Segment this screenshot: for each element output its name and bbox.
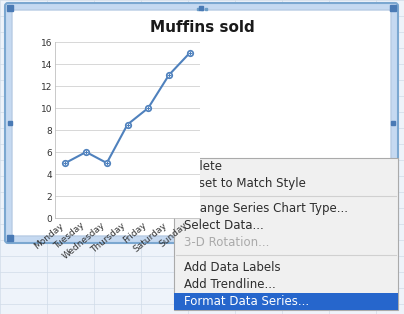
- Text: Add Data Labels: Add Data Labels: [184, 261, 281, 274]
- Bar: [174, 158, 398, 310]
- FancyBboxPatch shape: [12, 10, 391, 236]
- Text: Select Data...: Select Data...: [184, 219, 264, 232]
- Text: Add Trendline...: Add Trendline...: [184, 278, 276, 291]
- Text: 3-D Rotation...: 3-D Rotation...: [184, 236, 269, 249]
- Text: Change Series Chart Type...: Change Series Chart Type...: [184, 202, 348, 215]
- Bar: [174, 293, 398, 310]
- Text: Format Data Series...: Format Data Series...: [184, 295, 309, 308]
- Text: Reset to Match Style: Reset to Match Style: [184, 177, 306, 190]
- Text: Delete: Delete: [184, 160, 223, 173]
- Text: Muffins sold: Muffins sold: [149, 20, 255, 35]
- FancyBboxPatch shape: [5, 3, 398, 243]
